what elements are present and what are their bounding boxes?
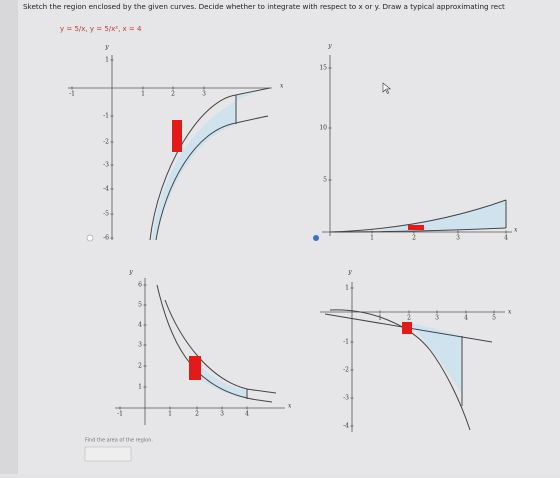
y-tick-label: 6 — [138, 282, 142, 289]
x-tick-label: 5 — [492, 315, 496, 322]
curve — [329, 227, 507, 233]
x-tick-label: 1 — [141, 91, 145, 98]
x-tick-label: 2 — [412, 235, 416, 242]
radio[interactable] — [86, 234, 94, 242]
x-axis-label: x — [514, 227, 518, 234]
y-tick-label: 1 — [138, 384, 142, 391]
region — [409, 322, 462, 394]
y-axis-label: y — [327, 43, 332, 50]
x-tick-label: 4 — [245, 411, 249, 418]
x-tick-label: -1 — [117, 411, 123, 418]
curve — [329, 199, 507, 233]
approx-rect — [172, 120, 182, 152]
y-axis-label: y — [347, 269, 352, 276]
y-axis-label: y — [128, 269, 133, 276]
region — [152, 88, 270, 240]
y-tick-label: 3 — [138, 342, 142, 349]
y-tick-label: 5 — [323, 177, 327, 184]
y-tick-label: -2 — [103, 139, 109, 146]
approx-rect — [402, 322, 412, 334]
x-tick-label: 4 — [464, 315, 468, 322]
x-tick-label: 1 — [378, 315, 382, 322]
x-tick-label: 3 — [435, 315, 439, 322]
x-tick-label: 3 — [220, 411, 224, 418]
graph-3 — [115, 278, 285, 425]
y-tick-label: 1 — [345, 285, 349, 292]
cursor — [382, 82, 392, 94]
margin — [0, 0, 18, 474]
y-axis-label: y — [104, 44, 109, 51]
x-tick-label: 2 — [171, 91, 175, 98]
y-tick-label: 10 — [319, 125, 327, 132]
y-tick-label: 15 — [319, 65, 327, 72]
x-tick-label: 2 — [407, 315, 411, 322]
y-tick-label: -4 — [343, 423, 349, 430]
x-tick-label: -1 — [69, 91, 75, 98]
y-tick-label: -5 — [103, 211, 109, 218]
region — [190, 355, 247, 399]
y-tick-label: -1 — [343, 339, 349, 346]
graph-4 — [320, 282, 505, 432]
curve — [156, 284, 273, 403]
curve — [164, 299, 277, 394]
y-tick-label: -3 — [343, 395, 349, 402]
footer: Find the area of the region. — [85, 438, 153, 444]
answer-input[interactable] — [84, 446, 132, 462]
y-tick-label: -2 — [343, 367, 349, 374]
x-tick-label: 1 — [370, 235, 374, 242]
x-tick-label: 2 — [195, 411, 199, 418]
instruction: Sketch the region enclosed by the given … — [23, 2, 505, 11]
y-tick-label: -4 — [103, 186, 109, 193]
approx-rect — [408, 225, 424, 230]
region — [372, 200, 506, 231]
x-tick-label: 1 — [168, 411, 172, 418]
y-tick-label: 2 — [138, 363, 142, 370]
y-tick-label: -3 — [103, 162, 109, 169]
radio[interactable] — [313, 235, 319, 241]
curve — [329, 309, 471, 431]
x-axis-label: x — [508, 309, 512, 316]
curve — [155, 115, 269, 241]
approx-rect — [189, 356, 201, 380]
y-tick-label: 4 — [138, 322, 142, 329]
graph-1 — [68, 55, 272, 242]
x-tick-label: 3 — [456, 235, 460, 242]
x-tick-label: 4 — [504, 235, 508, 242]
x-axis-label: x — [280, 83, 284, 90]
graph-2 — [313, 55, 512, 241]
x-axis-label: x — [288, 403, 292, 410]
y-tick-label: 5 — [138, 302, 142, 309]
curve — [149, 87, 271, 241]
equation: y = 5/x, y = 5/x², x = 4 — [60, 25, 142, 33]
y-tick-label: -6 — [103, 235, 109, 242]
y-tick-label: 1 — [105, 57, 109, 64]
x-tick-label: 3 — [202, 91, 206, 98]
y-tick-label: -1 — [103, 113, 109, 120]
